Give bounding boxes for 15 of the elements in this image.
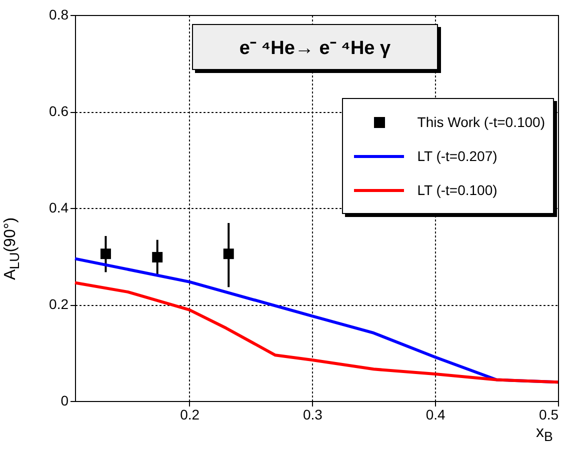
- y-tick-label: 0: [60, 392, 69, 408]
- title-box: e⁻ ⁴He→ e⁻ ⁴He γ: [192, 24, 438, 70]
- x-axis-title: x$_{B}$: [536, 424, 553, 444]
- x-tick-label: 0.4: [426, 406, 446, 422]
- x-tick-label: 0.2: [180, 406, 200, 422]
- x-tick-label: 0.5: [539, 406, 559, 422]
- legend-label: LT (-t=0.100): [417, 182, 498, 198]
- y-tick-label: 0.6: [49, 103, 69, 119]
- line-series: [74, 281, 560, 384]
- legend-label: This Work (-t=0.100): [417, 114, 545, 130]
- y-tick-label: 0.4: [49, 200, 69, 216]
- legend-label: LT (-t=0.207): [417, 148, 498, 164]
- y-tick-label: 0.8: [49, 6, 69, 22]
- x-tick-label: 0.3: [302, 406, 323, 422]
- y-tick-label: 0.2: [49, 296, 69, 312]
